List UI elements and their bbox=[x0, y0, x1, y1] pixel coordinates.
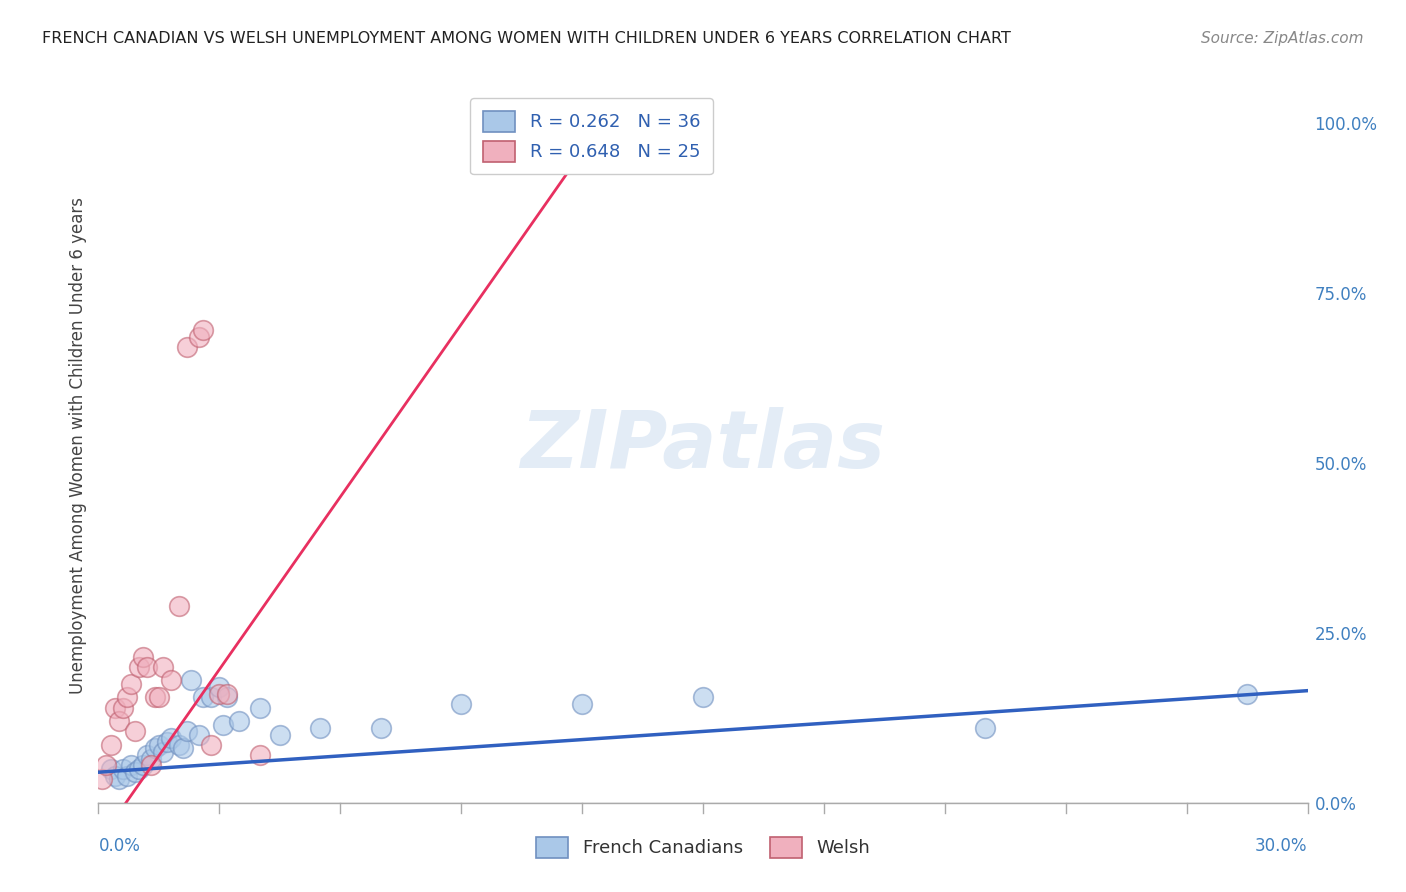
Point bbox=[156, 734, 179, 748]
Point bbox=[148, 690, 170, 705]
Point bbox=[120, 758, 142, 772]
Point bbox=[128, 762, 150, 776]
Point bbox=[167, 738, 190, 752]
Point bbox=[160, 731, 183, 746]
Point bbox=[115, 769, 138, 783]
Point bbox=[100, 738, 122, 752]
Y-axis label: Unemployment Among Women with Children Under 6 years: Unemployment Among Women with Children U… bbox=[69, 197, 87, 695]
Point bbox=[111, 700, 134, 714]
Text: ZIPatlas: ZIPatlas bbox=[520, 407, 886, 485]
Point bbox=[139, 751, 162, 765]
Point bbox=[172, 741, 194, 756]
Point bbox=[208, 680, 231, 694]
Point bbox=[160, 673, 183, 688]
Point bbox=[135, 748, 157, 763]
Point bbox=[180, 673, 202, 688]
Point bbox=[188, 330, 211, 344]
Point bbox=[111, 762, 134, 776]
Point bbox=[128, 660, 150, 674]
Point bbox=[143, 690, 166, 705]
Point bbox=[91, 772, 114, 786]
Point bbox=[309, 721, 332, 735]
Point bbox=[269, 728, 291, 742]
Point bbox=[167, 599, 190, 613]
Point bbox=[132, 649, 155, 664]
Point bbox=[200, 738, 222, 752]
Point bbox=[135, 660, 157, 674]
Point bbox=[188, 728, 211, 742]
Point bbox=[139, 758, 162, 772]
Point bbox=[249, 748, 271, 763]
Point bbox=[450, 698, 472, 712]
Point bbox=[212, 717, 235, 731]
Text: 30.0%: 30.0% bbox=[1256, 837, 1308, 855]
Point bbox=[571, 698, 593, 712]
Point bbox=[249, 700, 271, 714]
Point bbox=[193, 690, 215, 705]
Point bbox=[152, 660, 174, 674]
Point bbox=[115, 690, 138, 705]
Point bbox=[124, 765, 146, 780]
Point bbox=[103, 769, 125, 783]
Point bbox=[143, 741, 166, 756]
Point bbox=[103, 700, 125, 714]
Point bbox=[148, 738, 170, 752]
Point bbox=[120, 677, 142, 691]
Point bbox=[107, 772, 129, 786]
Point bbox=[100, 762, 122, 776]
Point bbox=[124, 724, 146, 739]
Point bbox=[193, 323, 215, 337]
Text: Source: ZipAtlas.com: Source: ZipAtlas.com bbox=[1201, 31, 1364, 46]
Point bbox=[200, 690, 222, 705]
Text: 0.0%: 0.0% bbox=[98, 837, 141, 855]
Point bbox=[217, 690, 239, 705]
Point bbox=[692, 690, 714, 705]
Point bbox=[228, 714, 250, 729]
Point bbox=[370, 721, 392, 735]
Point bbox=[217, 687, 239, 701]
Point bbox=[132, 758, 155, 772]
Text: FRENCH CANADIAN VS WELSH UNEMPLOYMENT AMONG WOMEN WITH CHILDREN UNDER 6 YEARS CO: FRENCH CANADIAN VS WELSH UNEMPLOYMENT AM… bbox=[42, 31, 1011, 46]
Point bbox=[152, 745, 174, 759]
Point bbox=[208, 687, 231, 701]
Legend: French Canadians, Welsh: French Canadians, Welsh bbox=[522, 822, 884, 872]
Point bbox=[96, 758, 118, 772]
Point bbox=[974, 721, 997, 735]
Point bbox=[107, 714, 129, 729]
Point bbox=[176, 724, 198, 739]
Point bbox=[1236, 687, 1258, 701]
Point bbox=[176, 341, 198, 355]
